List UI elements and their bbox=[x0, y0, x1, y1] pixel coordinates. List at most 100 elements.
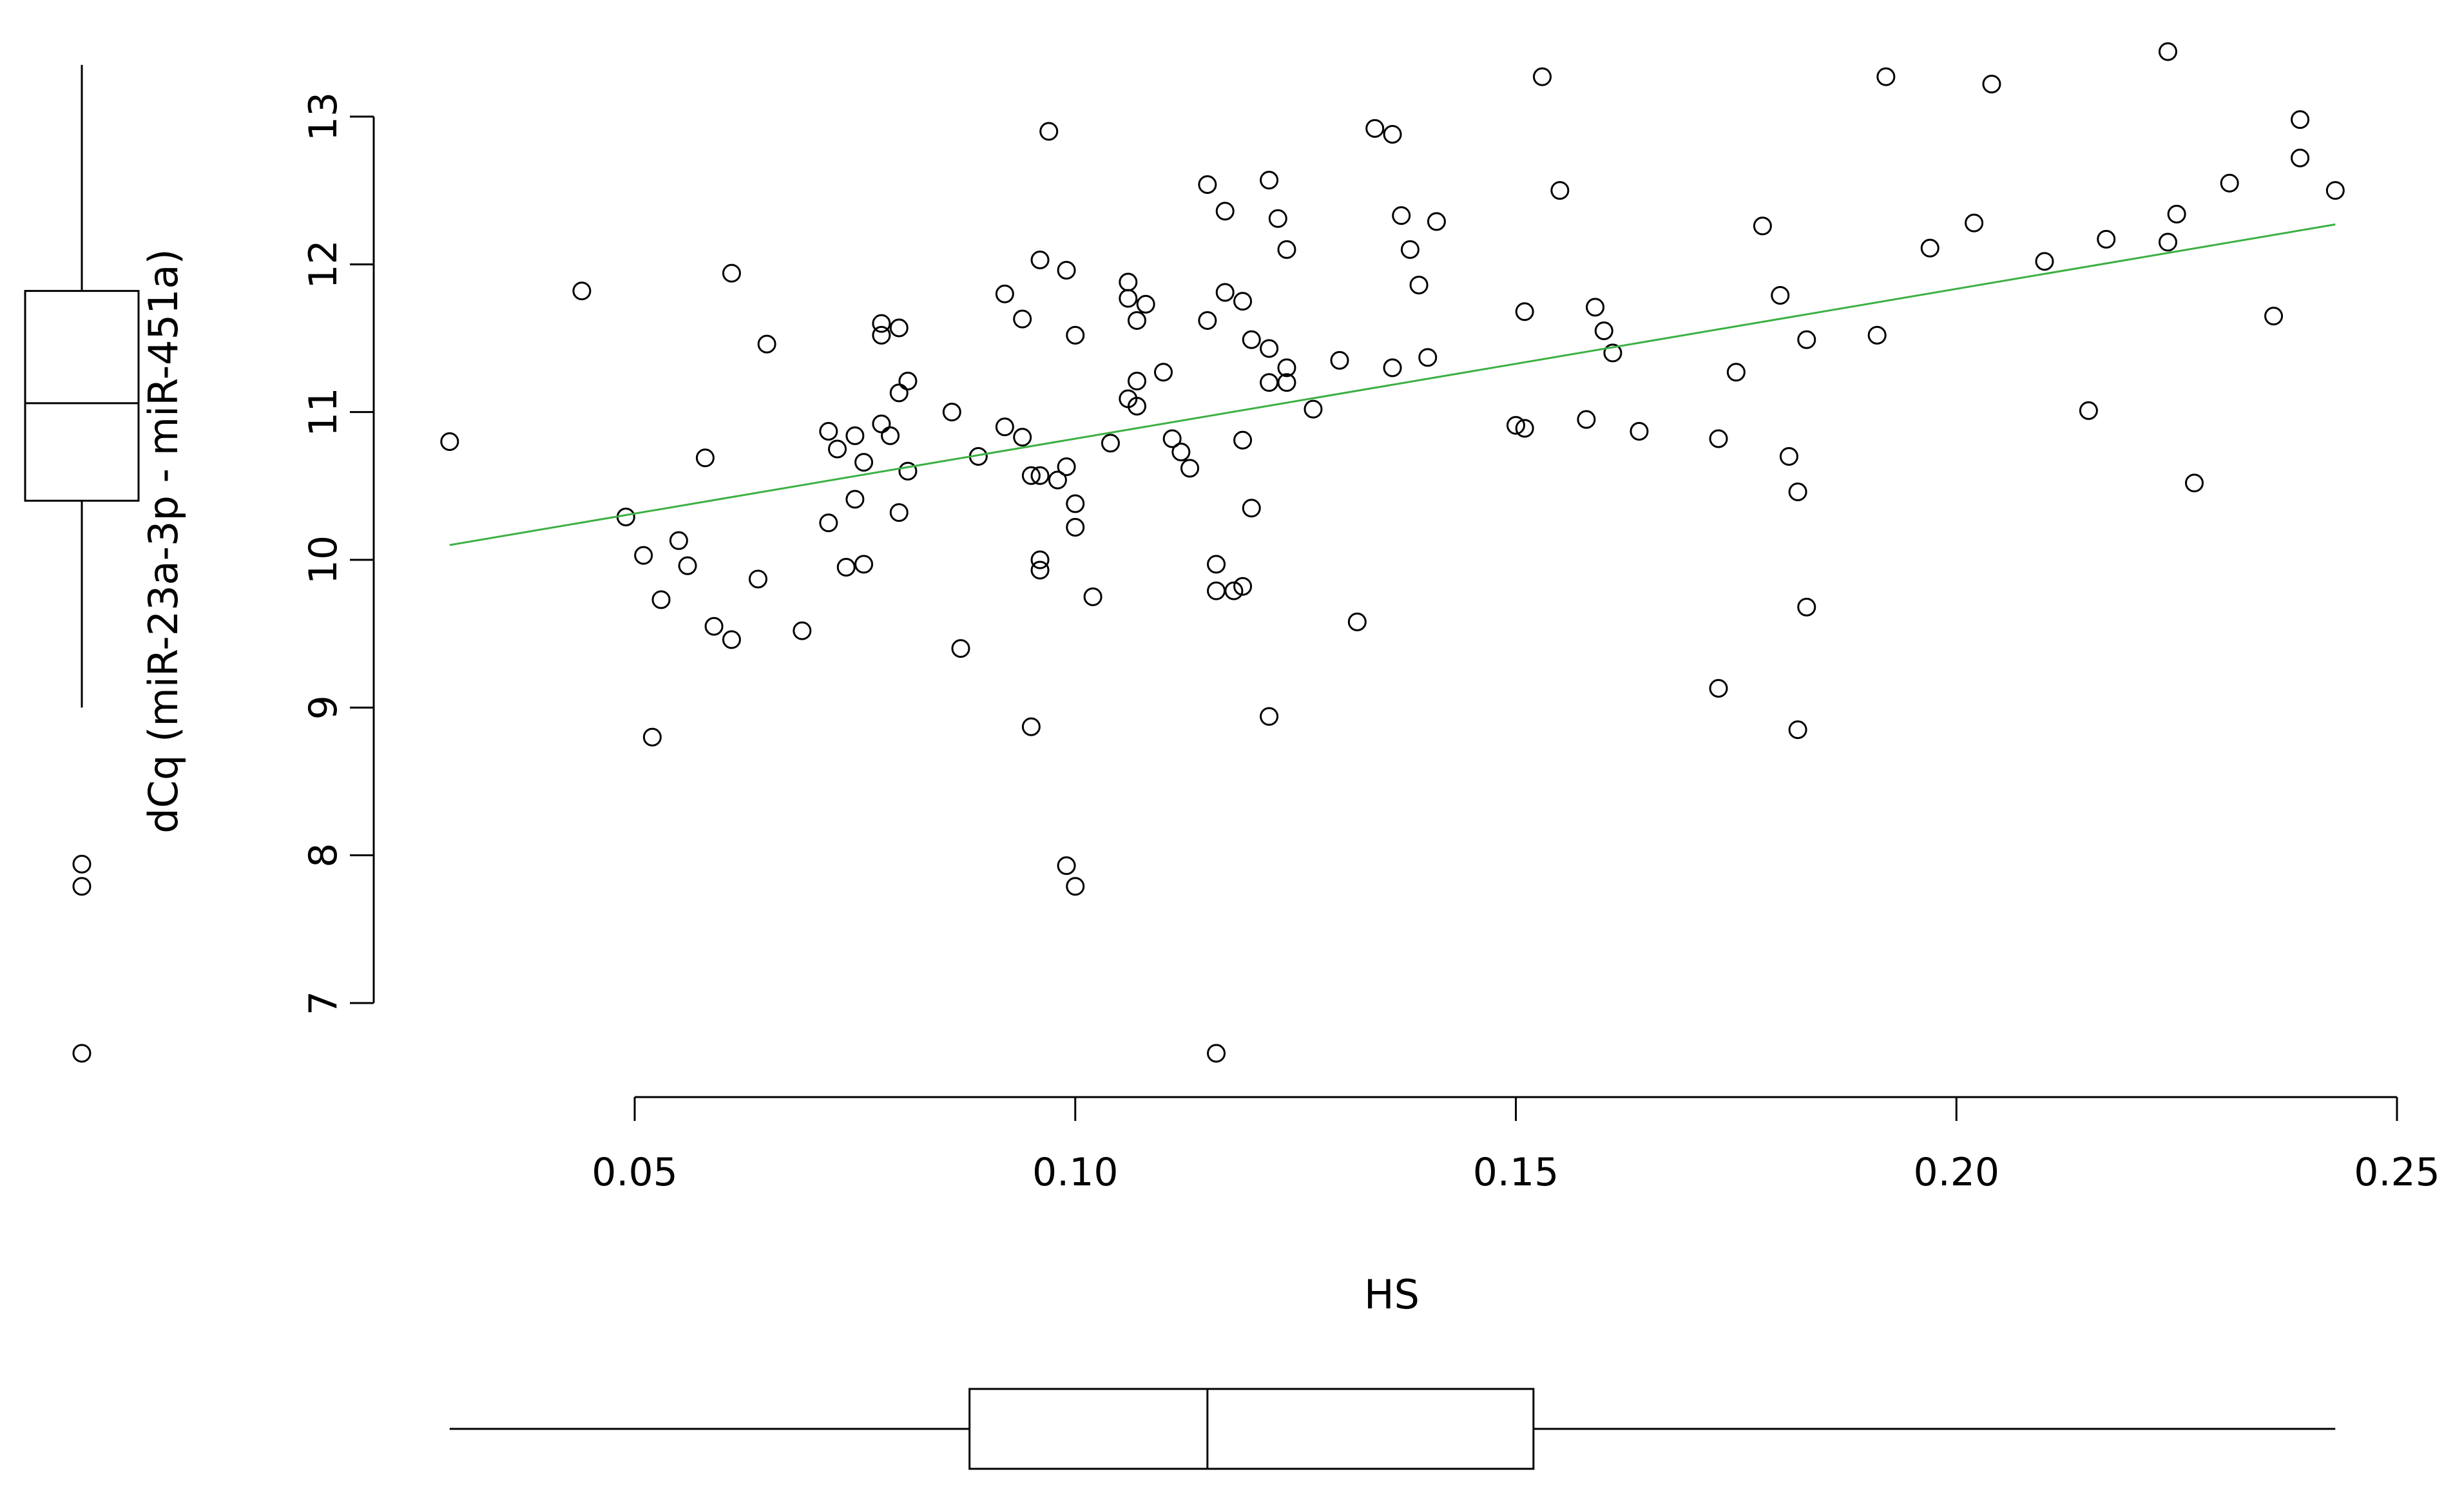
data-point bbox=[836, 557, 856, 577]
data-point bbox=[2291, 110, 2310, 129]
data-point bbox=[1304, 399, 1323, 419]
data-point bbox=[1630, 421, 1649, 441]
data-point bbox=[1030, 550, 1050, 569]
data-point bbox=[1136, 294, 1155, 314]
data-point bbox=[828, 439, 847, 459]
data-point bbox=[1965, 213, 1984, 233]
data-point bbox=[1021, 717, 1041, 736]
data-point bbox=[898, 372, 918, 391]
data-point bbox=[1127, 311, 1146, 330]
data-point bbox=[1127, 396, 1146, 416]
data-point bbox=[1215, 202, 1235, 221]
data-point bbox=[1030, 250, 1050, 269]
data-point bbox=[2220, 173, 2239, 193]
data-point bbox=[1013, 428, 1032, 447]
data-point bbox=[1515, 419, 1534, 438]
data-point bbox=[1920, 238, 1939, 258]
data-point bbox=[1506, 416, 1525, 435]
data-point bbox=[1242, 330, 1261, 349]
data-point bbox=[1048, 470, 1067, 490]
data-point bbox=[1119, 289, 1138, 308]
data-point bbox=[1797, 597, 1816, 617]
data-point bbox=[1392, 206, 1411, 225]
data-point bbox=[651, 590, 671, 609]
data-point bbox=[695, 448, 715, 468]
box bbox=[968, 1388, 1535, 1470]
data-point bbox=[1101, 434, 1120, 453]
data-point bbox=[1039, 122, 1059, 141]
x-tick-label: 0.15 bbox=[1473, 1150, 1559, 1195]
data-point bbox=[1260, 373, 1279, 392]
data-point bbox=[1013, 309, 1032, 329]
data-point bbox=[1533, 67, 1552, 86]
data-point bbox=[1198, 175, 1217, 194]
data-point bbox=[1709, 679, 1728, 698]
data-point bbox=[1030, 466, 1050, 485]
data-point bbox=[1409, 275, 1429, 294]
data-point bbox=[845, 490, 865, 509]
data-point bbox=[1162, 429, 1182, 448]
data-point bbox=[1515, 302, 1534, 321]
data-point bbox=[2291, 148, 2310, 167]
data-point bbox=[1119, 273, 1138, 292]
data-point bbox=[1277, 358, 1296, 378]
y-tick-label: 8 bbox=[301, 843, 346, 868]
data-point bbox=[1268, 209, 1287, 228]
data-point bbox=[1753, 216, 1772, 236]
data-point bbox=[1603, 343, 1622, 363]
data-point bbox=[854, 453, 874, 472]
data-point bbox=[678, 556, 697, 575]
data-point bbox=[881, 426, 900, 445]
x-axis: 0.05 0.10 0.15 0.20 0.25 bbox=[592, 1096, 2440, 1195]
x-tick-label: 0.20 bbox=[1913, 1150, 1999, 1195]
data-point bbox=[889, 318, 909, 338]
data-point bbox=[1021, 466, 1041, 485]
data-point bbox=[942, 403, 961, 422]
data-point bbox=[2035, 252, 2054, 271]
x-axis-title: HS bbox=[1364, 1271, 1420, 1318]
data-point bbox=[1771, 285, 1790, 305]
data-point bbox=[872, 314, 891, 333]
data-point bbox=[1154, 363, 1173, 382]
data-point bbox=[2158, 42, 2177, 61]
data-point bbox=[793, 621, 812, 640]
data-point bbox=[1982, 75, 2001, 94]
y-tick-label: 13 bbox=[301, 92, 346, 141]
data-point bbox=[1347, 612, 1367, 631]
data-point bbox=[1057, 457, 1076, 477]
data-point bbox=[1242, 499, 1261, 518]
y-tick-label: 7 bbox=[301, 991, 346, 1015]
data-point bbox=[1418, 348, 1438, 367]
outlier-point bbox=[72, 854, 91, 874]
data-point bbox=[572, 282, 592, 301]
data-point bbox=[642, 727, 662, 747]
data-point bbox=[722, 263, 741, 283]
data-point bbox=[1207, 1044, 1226, 1063]
data-point bbox=[854, 555, 874, 574]
data-point bbox=[1171, 443, 1191, 462]
data-point bbox=[1876, 67, 1896, 86]
outlier-point bbox=[72, 877, 91, 896]
data-point bbox=[1550, 181, 1570, 200]
data-point bbox=[1383, 125, 1402, 144]
data-point bbox=[889, 503, 909, 522]
data-point bbox=[872, 325, 891, 345]
data-point bbox=[1030, 560, 1050, 580]
data-point bbox=[995, 417, 1014, 437]
data-point bbox=[2158, 233, 2177, 252]
data-point bbox=[440, 432, 459, 452]
data-point bbox=[704, 617, 724, 636]
data-point bbox=[1233, 577, 1253, 596]
data-point bbox=[1867, 325, 1887, 345]
y-tick-label: 11 bbox=[301, 387, 346, 436]
data-point bbox=[1586, 298, 1605, 317]
outlier-point bbox=[72, 1044, 91, 1063]
y-tick-label: 9 bbox=[301, 695, 346, 720]
fit-line bbox=[449, 223, 2336, 546]
data-point bbox=[1233, 430, 1253, 450]
data-point bbox=[872, 414, 891, 434]
data-point bbox=[1260, 339, 1279, 358]
data-point bbox=[1066, 325, 1085, 345]
data-point bbox=[2325, 181, 2345, 200]
data-point bbox=[757, 334, 776, 354]
